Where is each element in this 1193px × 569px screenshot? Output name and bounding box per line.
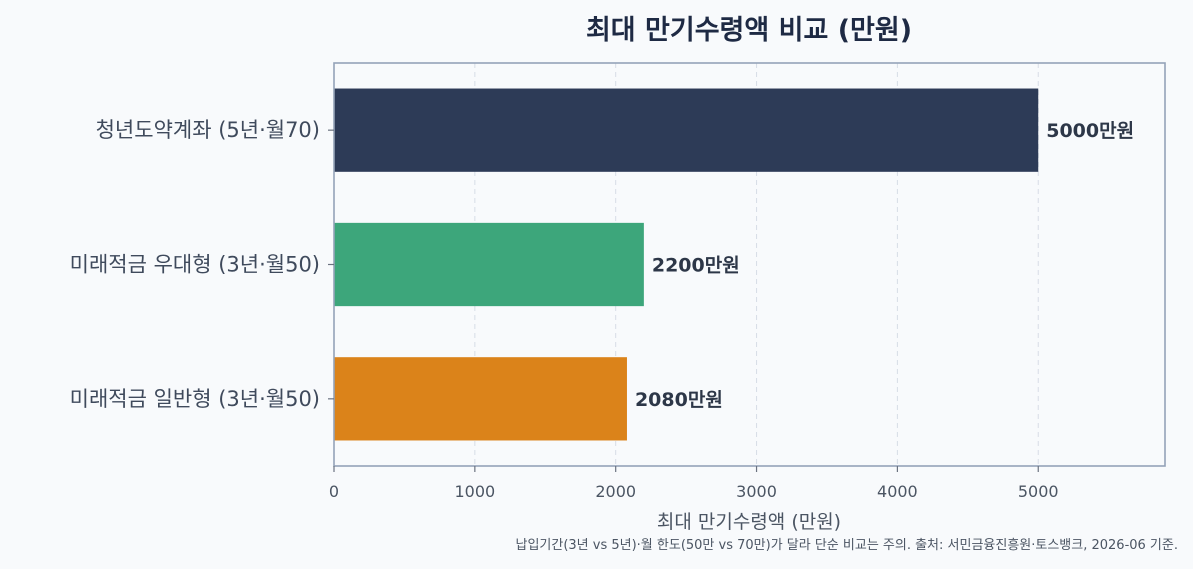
chart-title: 최대 만기수령액 비교 (만원) — [586, 15, 912, 46]
data-label: 2080만원 — [635, 389, 723, 411]
data-label: 5000만원 — [1046, 120, 1134, 142]
x-tick-label: 0 — [329, 482, 339, 501]
bar — [334, 222, 644, 307]
x-tick-label: 3000 — [736, 482, 777, 501]
x-axis: 0 1000 2000 3000 4000 5000 — [329, 466, 1059, 501]
x-tick-label: 1000 — [454, 482, 495, 501]
y-tick-label: 청년도약계좌 (5년·월70) — [96, 118, 320, 142]
x-tick-label: 4000 — [877, 482, 918, 501]
x-tick-label: 2000 — [595, 482, 636, 501]
y-tick-label: 미래적금 우대형 (3년·월50) — [70, 253, 320, 277]
y-tick-label: 미래적금 일반형 (3년·월50) — [70, 387, 320, 411]
value-labels: 5000만원 2200만원 2080만원 — [635, 120, 1134, 411]
y-axis: 청년도약계좌 (5년·월70) 미래적금 우대형 (3년·월50) 미래적금 일반형… — [70, 118, 334, 411]
x-tick-label: 5000 — [1018, 482, 1059, 501]
bar — [334, 357, 627, 441]
footnote: 납입기간(3년 vs 5년)·월 한도(50만 vs 70만)가 달라 단순 비… — [516, 538, 1179, 553]
x-axis-label: 최대 만기수령액 (만원) — [657, 511, 841, 533]
bar-series — [334, 88, 1039, 441]
bar — [334, 88, 1039, 172]
data-label: 2200만원 — [652, 255, 740, 277]
